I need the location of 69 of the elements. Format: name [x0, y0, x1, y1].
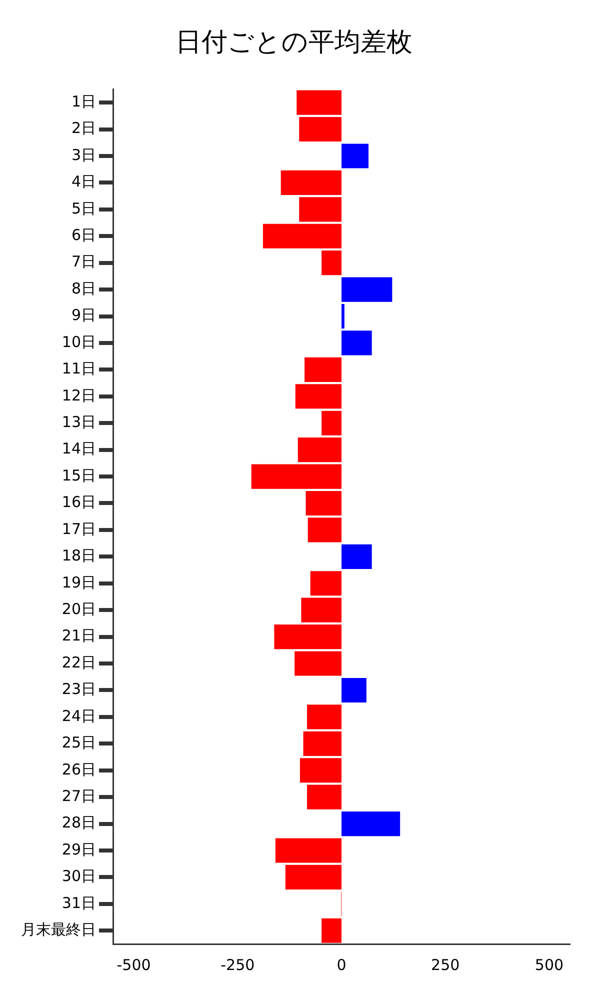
bar — [298, 438, 342, 462]
bar — [322, 250, 342, 276]
y-tick-label: 1日 — [71, 92, 96, 110]
chart-title: 日付ごとの平均差枚 — [176, 27, 412, 58]
bar — [251, 464, 342, 489]
y-tick-label: 18日 — [62, 546, 96, 565]
x-tick-label: -500 — [116, 956, 151, 974]
x-tick-label: 250 — [431, 956, 460, 974]
bar — [280, 170, 342, 195]
y-tick-label: 17日 — [62, 520, 96, 538]
bar — [301, 598, 342, 622]
y-tick-label: 9日 — [71, 306, 96, 324]
y-tick-label: 8日 — [71, 279, 96, 298]
bar — [322, 410, 342, 436]
y-tick-label: 4日 — [71, 172, 96, 191]
y-tick-label: 5日 — [71, 199, 96, 218]
bar — [299, 197, 342, 222]
bar — [342, 330, 372, 356]
y-tick-label: 29日 — [62, 840, 96, 858]
bar — [342, 544, 372, 569]
y-tick-label: 31日 — [62, 894, 96, 912]
bar — [307, 784, 342, 810]
x-tick-label: 0 — [336, 956, 346, 974]
x-tick-label: 500 — [534, 956, 564, 974]
y-tick-label: 2日 — [71, 119, 96, 138]
y-tick-label: 21日 — [62, 626, 96, 645]
y-tick-label: 16日 — [62, 493, 96, 512]
bar — [342, 144, 369, 168]
bar — [310, 571, 342, 596]
bar — [303, 731, 342, 756]
y-tick-label: 19日 — [62, 573, 96, 592]
y-tick-label: 24日 — [62, 706, 96, 725]
bar — [275, 838, 342, 863]
y-tick-label: 27日 — [62, 786, 96, 805]
bar — [295, 384, 342, 409]
y-tick-label: 6日 — [71, 226, 96, 244]
y-tick-label: 3日 — [71, 146, 96, 164]
bar — [308, 518, 342, 542]
bar — [307, 704, 342, 730]
bar — [342, 812, 400, 836]
bar — [300, 758, 342, 783]
bar — [262, 224, 342, 248]
y-tick-label: 28日 — [62, 814, 96, 832]
bar — [294, 651, 342, 676]
y-tick-label: 14日 — [62, 440, 96, 458]
bar — [306, 490, 342, 516]
y-tick-label: 10日 — [62, 332, 96, 351]
y-tick-label: 11日 — [62, 360, 96, 378]
bar — [296, 90, 342, 115]
y-tick-label: 15日 — [62, 466, 96, 484]
bar — [322, 918, 342, 943]
bar — [299, 116, 342, 142]
y-tick-label: 26日 — [62, 760, 96, 778]
y-tick-label: 25日 — [62, 734, 96, 752]
bar — [342, 678, 366, 703]
y-tick-label: 30日 — [62, 867, 96, 886]
bar — [304, 357, 342, 382]
y-tick-label: 12日 — [62, 386, 96, 404]
x-tick-label: -250 — [220, 956, 255, 974]
y-tick-label: 22日 — [62, 653, 96, 672]
bar — [274, 624, 342, 650]
y-tick-label: 23日 — [62, 680, 96, 698]
bar — [342, 277, 392, 302]
y-tick-label: 7日 — [71, 252, 96, 271]
bar — [342, 304, 344, 329]
y-tick-label: 月末最終日 — [21, 920, 96, 939]
bar — [285, 864, 342, 890]
y-tick-label: 20日 — [62, 600, 96, 618]
y-tick-label: 13日 — [62, 412, 96, 431]
